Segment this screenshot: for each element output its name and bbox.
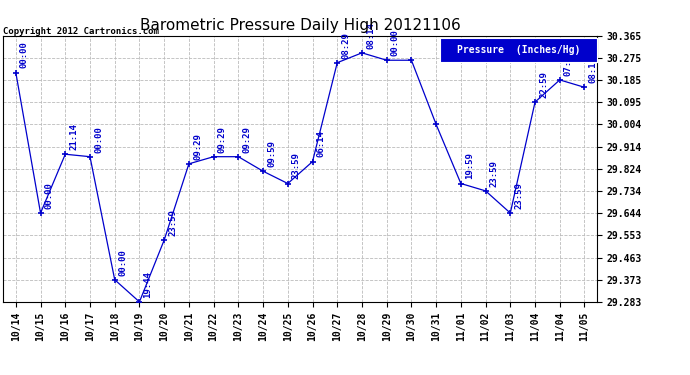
Text: 00:00: 00:00 <box>94 126 103 153</box>
Text: 08:29: 08:29 <box>342 32 351 58</box>
Title: Barometric Pressure Daily High 20121106: Barometric Pressure Daily High 20121106 <box>140 18 460 33</box>
Text: 23:59: 23:59 <box>515 182 524 209</box>
Text: 00:00: 00:00 <box>119 249 128 276</box>
Text: 00:00: 00:00 <box>20 42 29 68</box>
Text: 23:59: 23:59 <box>292 153 301 179</box>
Text: 09:29: 09:29 <box>218 126 227 153</box>
Text: 19:59: 19:59 <box>465 153 474 179</box>
Text: 21:14: 21:14 <box>70 123 79 150</box>
Text: 06:14: 06:14 <box>317 130 326 158</box>
Text: 09:59: 09:59 <box>267 140 276 167</box>
Text: 00:00: 00:00 <box>391 29 400 56</box>
Text: 23:59: 23:59 <box>168 209 177 236</box>
Text: Copyright 2012 Cartronics.com: Copyright 2012 Cartronics.com <box>3 27 159 36</box>
Text: 22:59: 22:59 <box>539 71 548 98</box>
Text: 07:14: 07:14 <box>564 49 573 76</box>
Text: 09:29: 09:29 <box>193 133 202 160</box>
Text: 08:14: 08:14 <box>589 56 598 83</box>
Text: 08:14: 08:14 <box>366 22 375 49</box>
Text: 23:59: 23:59 <box>490 160 499 187</box>
Text: 19:44: 19:44 <box>144 271 152 298</box>
Text: 09:29: 09:29 <box>242 126 251 153</box>
Text: 00:00: 00:00 <box>45 182 54 209</box>
